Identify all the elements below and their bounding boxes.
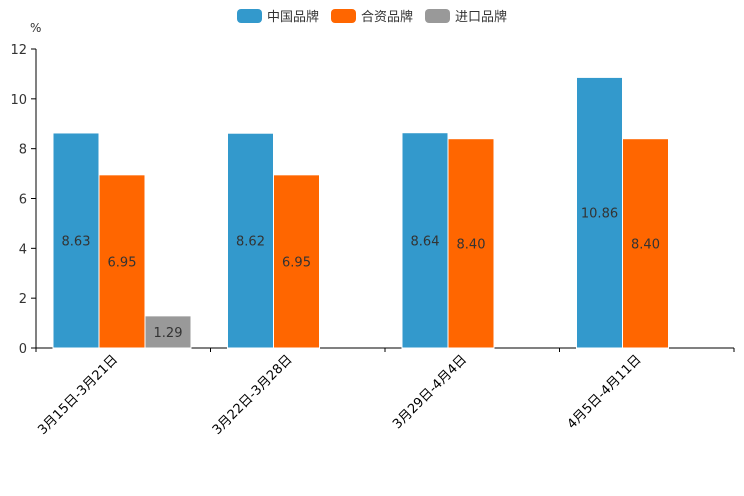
- legend-swatch-import-brand: [425, 8, 450, 23]
- legend-item-joint-brand[interactable]: 合资品牌: [330, 6, 413, 25]
- legend-label-china-brand: 中国品牌: [266, 10, 319, 25]
- y-tick-label: 8: [19, 143, 27, 158]
- bar-value-label: 1.29: [154, 326, 183, 341]
- x-tick-label: 3月22日-3月28日: [210, 352, 296, 438]
- bar-value-label: 8.40: [631, 237, 660, 252]
- legend-label-import-brand: 进口品牌: [455, 10, 508, 25]
- legend-label-joint-brand: 合资品牌: [360, 10, 413, 25]
- bar: [447, 138, 495, 349]
- y-axis-unit-label: %: [30, 21, 42, 35]
- legend-item-import-brand[interactable]: 进口品牌: [425, 6, 507, 25]
- bar: [144, 315, 192, 349]
- legend-item-china-brand[interactable]: 中国品牌: [236, 6, 319, 25]
- y-tick-label: 12: [10, 43, 27, 58]
- legend-swatch-joint-brand: [330, 8, 356, 23]
- bar-value-label: 8.40: [457, 237, 486, 252]
- bar-value-label: 8.64: [411, 234, 440, 249]
- y-tick-label: 10: [10, 93, 27, 108]
- bar-value-label: 8.63: [62, 234, 91, 249]
- y-tick-label: 6: [19, 193, 27, 208]
- legend: 中国品牌 合资品牌 进口品牌: [0, 6, 744, 25]
- y-tick-label: 2: [19, 292, 27, 307]
- bar-value-label: 10.86: [581, 207, 618, 222]
- bar-value-label: 6.95: [108, 255, 137, 270]
- legend-swatch-china-brand: [236, 8, 262, 23]
- bar-value-label: 8.62: [236, 235, 265, 250]
- bar: [98, 174, 146, 349]
- y-tick-label: 4: [19, 242, 27, 257]
- x-tick-label: 3月29日-4月4日: [390, 352, 470, 432]
- bar: [622, 138, 669, 349]
- bar-value-label: 6.95: [282, 255, 311, 270]
- x-tick-label: 3月15日-3月21日: [35, 352, 121, 438]
- y-tick-label: 0: [19, 342, 27, 357]
- bar: [52, 132, 100, 349]
- bar: [273, 174, 320, 349]
- bar: [576, 76, 623, 349]
- x-tick-label: 4月5日-4月11日: [565, 352, 645, 432]
